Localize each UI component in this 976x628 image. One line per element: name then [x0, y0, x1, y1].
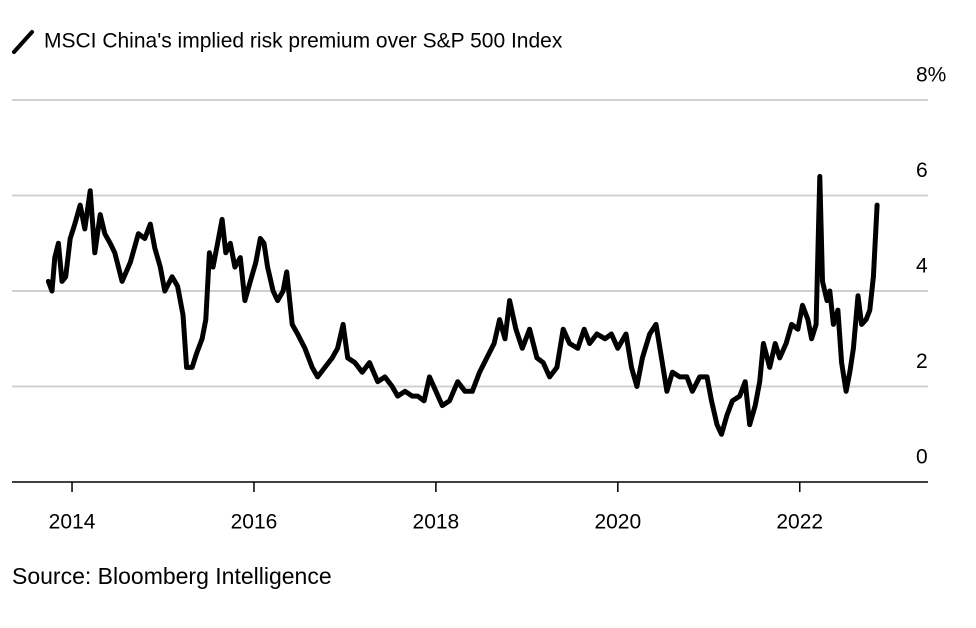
y-tick-label: 0 [916, 446, 928, 469]
y-tick-label: 2 [916, 350, 928, 373]
x-tick-label: 2016 [231, 511, 278, 534]
line [45, 173, 880, 437]
x-tick-label: 2020 [594, 511, 641, 534]
y-tick-label: 6 [916, 159, 928, 182]
legend-label: MSCI China's implied risk premium over S… [44, 30, 563, 53]
x-tick-label: 2022 [776, 511, 823, 534]
x-tick-label: 2014 [49, 511, 96, 534]
y-tick-label: 8% [916, 64, 946, 87]
source: Source: Bloomberg Intelligence [12, 563, 332, 589]
y-tick-label: 4 [916, 255, 928, 278]
x-tick-label: 2018 [413, 511, 460, 534]
legend-swatch [12, 30, 34, 54]
